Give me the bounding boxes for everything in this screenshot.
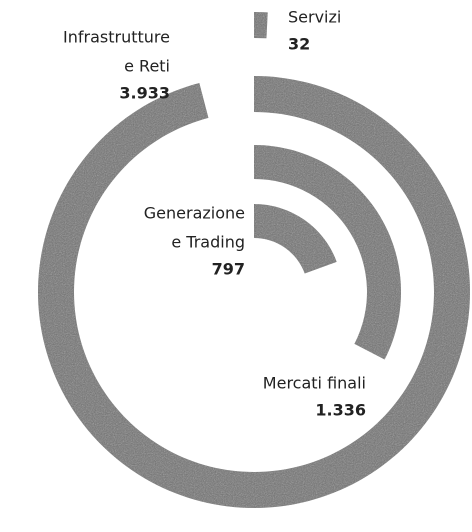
arc-bar (254, 145, 402, 360)
category-label: Mercati finali (263, 374, 366, 393)
value-label: 3.933 (119, 84, 170, 103)
value-label: 32 (288, 35, 310, 54)
arc-bar (254, 12, 268, 39)
category-label: e Trading (171, 233, 245, 252)
category-label: e Reti (124, 57, 170, 76)
arc-bar (254, 204, 337, 274)
category-label: Infrastrutture (63, 28, 170, 47)
value-label: 1.336 (315, 401, 366, 420)
arc-bar (37, 76, 470, 508)
category-label: Generazione (144, 204, 245, 223)
value-label: 797 (212, 260, 245, 279)
category-label: Servizi (288, 8, 341, 27)
